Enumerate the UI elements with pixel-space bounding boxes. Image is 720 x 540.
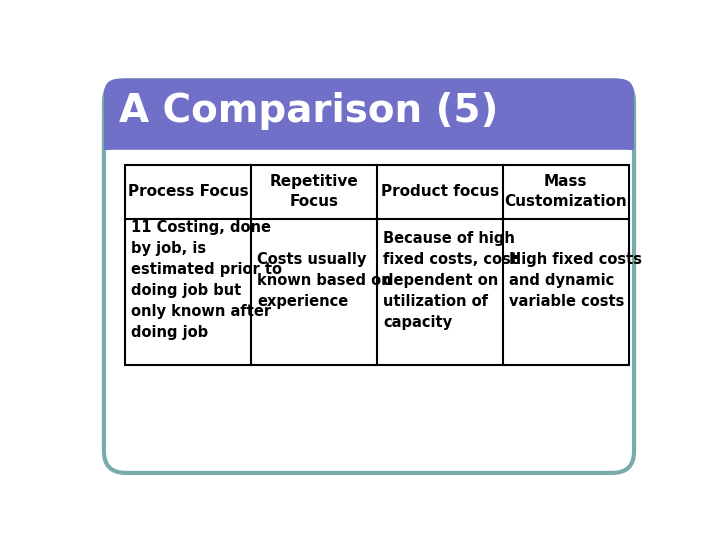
Text: Because of high
fixed costs, cost
dependent on
utilization of
capacity: Because of high fixed costs, cost depend… <box>383 231 518 330</box>
Bar <box>104 115 634 150</box>
Text: High fixed costs
and dynamic
variable costs: High fixed costs and dynamic variable co… <box>509 252 642 309</box>
FancyBboxPatch shape <box>104 80 634 473</box>
FancyBboxPatch shape <box>104 79 634 130</box>
Text: Product focus: Product focus <box>381 184 499 199</box>
Text: Costs usually
known based on
experience: Costs usually known based on experience <box>257 252 392 309</box>
Text: Process Focus: Process Focus <box>127 184 248 199</box>
Text: Repetitive
Focus: Repetitive Focus <box>269 174 358 209</box>
Text: Mass
Customization: Mass Customization <box>504 174 627 209</box>
Bar <box>125 165 629 365</box>
Text: A Comparison (5): A Comparison (5) <box>120 92 499 130</box>
Text: 11 Costing, done
by job, is
estimated prior to
doing job but
only known after
do: 11 Costing, done by job, is estimated pr… <box>131 220 282 340</box>
